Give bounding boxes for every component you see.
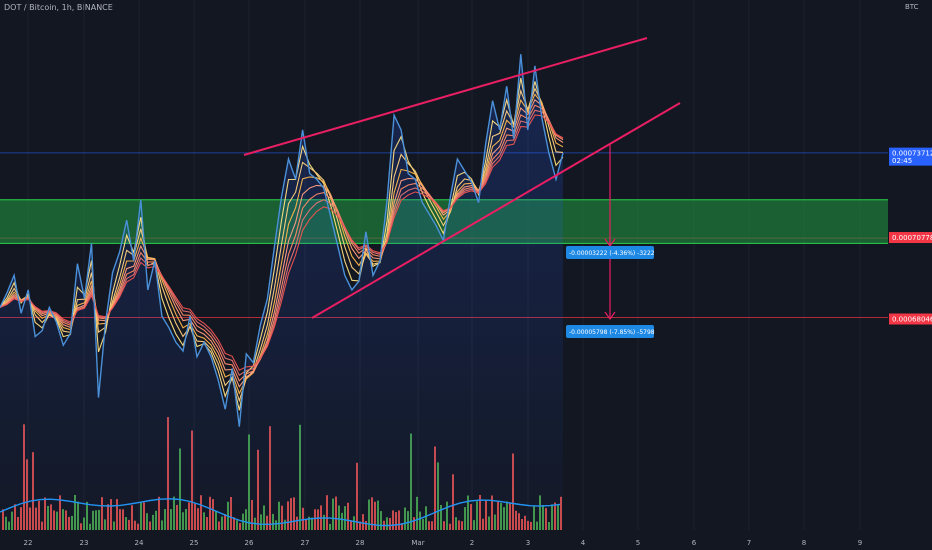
time-axis[interactable]: 22 23 24 25 26 27 28 Mar 2 3 4 5 6 7 8 9 [24,539,863,547]
measurement-box [566,246,654,259]
measurement-text: -0.00005798 (-7.85%) -5798 [569,329,655,336]
measurement-labels: -0.00003222 (-4.36%) -3222 -0.00005798 (-… [566,246,655,338]
x-tick-label: 5 [636,539,640,547]
price-tag-label: 0.00068046 [892,316,932,324]
x-tick-label: 27 [301,539,310,547]
x-tick-label: 28 [356,539,365,547]
x-tick-label: 9 [858,539,862,547]
x-tick-label: 22 [24,539,33,547]
price-tag-box [889,313,932,325]
lower-trendline[interactable] [311,102,681,319]
x-tick-label: Mar [411,539,424,547]
x-tick-label: 3 [526,539,530,547]
x-tick-label: 4 [581,539,586,547]
x-tick-label: 25 [190,539,199,547]
price-tag-box [889,232,932,244]
price-tag-label: 0.00070778 [892,234,932,242]
x-tick-label: 23 [80,539,89,547]
price-line [0,54,564,427]
measurement-box [566,325,654,338]
upper-trendline[interactable] [243,37,648,156]
x-tick-label: 8 [802,539,806,547]
measure-arrowhead [604,311,616,321]
price-area-fill [0,54,563,530]
x-tick-label: 2 [470,539,474,547]
price-tag-box [889,147,932,166]
axis-unit-label: BTC [905,3,919,11]
measurement-text: -0.00003222 (-4.36%) -3222 [569,250,655,257]
price-tag-label: 0.00073712 [892,150,932,158]
x-tick-label: 6 [692,539,697,547]
x-tick-label: 7 [747,539,751,547]
chart-title: DOT / Bitcoin, 1h, BINANCE [4,3,113,12]
x-tick-label: 24 [135,539,144,547]
x-tick-label: 26 [245,539,254,547]
price-tag-countdown: 02:45 [892,157,912,165]
